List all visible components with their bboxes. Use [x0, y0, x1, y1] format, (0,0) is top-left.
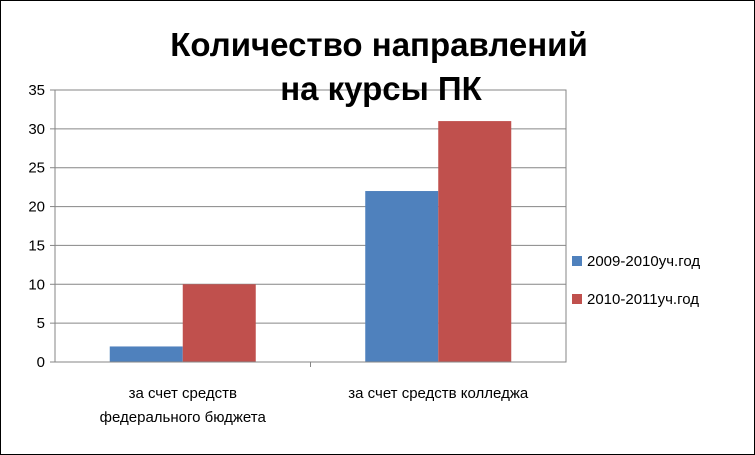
bar-2-2	[438, 121, 512, 362]
bar-2-1	[182, 284, 256, 362]
bar-1-1	[109, 346, 183, 362]
category-label: за счет средств колледжа	[348, 385, 529, 402]
y-tick-labels: 0 5 10 15 20 25 30 35	[28, 82, 45, 371]
category-label: федерального бюджета	[100, 409, 267, 426]
legend-label: 2009-2010уч.год	[587, 253, 700, 270]
y-tick-label: 0	[37, 354, 45, 371]
y-tick-label: 5	[37, 315, 45, 332]
chart-title-line: Количество направлений	[170, 26, 587, 63]
legend: 2009-2010уч.год 2010-2011уч.год	[572, 253, 700, 308]
chart-title-line: на курсы ПК	[280, 70, 482, 107]
y-tick-label: 30	[28, 121, 45, 138]
legend-swatch	[572, 294, 582, 304]
axes	[50, 89, 566, 367]
chart-title: Количество направлений на курсы ПК	[170, 26, 587, 107]
bar-1-2	[365, 191, 439, 362]
category-labels: за счет средств федерального бюджета за сч…	[100, 385, 529, 426]
y-tick-label: 10	[28, 276, 45, 293]
y-tick-label: 20	[28, 199, 45, 216]
category-label: за счет средств	[129, 385, 237, 402]
legend-label: 2010-2011уч.год	[587, 291, 699, 308]
y-tick-label: 35	[28, 82, 45, 99]
y-tick-label: 15	[28, 237, 45, 254]
y-tick-label: 25	[28, 160, 45, 177]
bars	[109, 121, 512, 362]
legend-swatch	[572, 256, 582, 266]
